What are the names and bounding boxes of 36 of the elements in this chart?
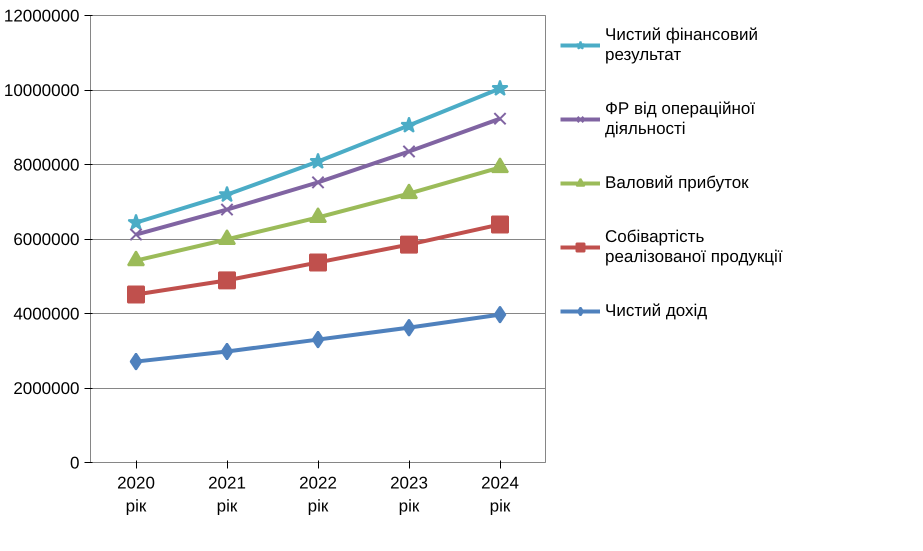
y-tick-label: 12000000 [4,6,80,26]
point [402,144,416,158]
x-tick-label: 2024 рік [481,474,519,516]
point [493,112,507,126]
y-tick-label: 6000000 [13,230,80,249]
point [218,186,236,202]
legend-label: Чистий дохід [605,301,708,321]
x-tick-label: 2022 рік [299,474,337,516]
legend-label: Собівартість реалізованої продукції [605,227,783,267]
point [494,306,506,324]
legend-label: Валовий прибуток [605,173,749,193]
point [220,342,234,360]
y-tick-label: 0 [70,454,80,472]
x-tick-label: 2021 рік [208,474,246,516]
point [220,202,234,216]
point [129,228,143,242]
y-tick-label: 10000000 [4,81,80,100]
y-tick-label: 8000000 [13,156,80,174]
point [400,236,418,254]
y-tick-label: 2000000 [13,379,80,398]
legend-label: ФР від операційної діяльності [605,99,756,139]
point [309,253,327,272]
point [400,116,418,133]
point [491,80,509,96]
legend-label: Чистий фінансовий результат [605,25,758,65]
point [402,318,416,337]
point [127,286,145,304]
point [312,330,324,349]
point [311,176,325,190]
point [218,271,236,290]
point [130,352,142,371]
point [309,152,327,169]
y-tick-label: 4000000 [13,304,80,324]
x-tick-label: 2023 рік [390,474,428,516]
x-tick-label: 2020 рік [117,474,155,516]
point [491,215,509,234]
